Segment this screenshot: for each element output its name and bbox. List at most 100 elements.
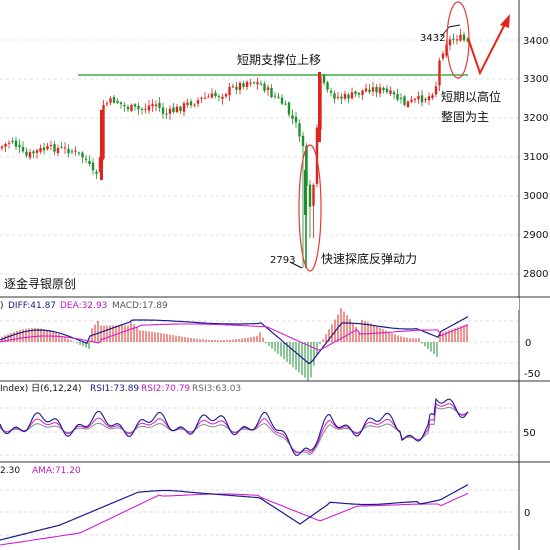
candle-body (100, 110, 103, 180)
candle-body (4, 143, 7, 147)
candle-body (256, 82, 259, 85)
candle-body (109, 98, 112, 103)
candle-body (231, 86, 235, 88)
candle-body (308, 184, 312, 207)
candle-body (305, 145, 308, 187)
candle-body (84, 158, 88, 160)
candle-body (11, 141, 14, 143)
rsi-panel: Index) 日(6,12,24) RSI1:73.89 RSI2:70.79 … (0, 383, 536, 456)
candle-body (21, 146, 25, 152)
main-y-tick: 3300 (523, 74, 548, 85)
forecast-arrow-head (500, 14, 510, 28)
candle-body (49, 144, 53, 146)
candle-body (382, 87, 385, 91)
candle-body (67, 148, 70, 154)
ama-blue-line (0, 484, 469, 541)
candle-body (347, 94, 350, 99)
candle-body (32, 151, 35, 154)
candle-body (242, 83, 245, 87)
candle-body (277, 96, 280, 98)
candle-body (151, 104, 154, 107)
candle-body (70, 151, 74, 153)
low-pointer (289, 261, 303, 269)
candle-body (207, 96, 210, 98)
candle-body (371, 87, 375, 92)
high-price-label: 3432 (420, 33, 445, 44)
candle-body (318, 72, 321, 142)
candle-body (312, 184, 315, 206)
rsi2-line (0, 402, 469, 454)
candle-body (221, 96, 224, 99)
candle-body (133, 104, 137, 107)
candle-body (7, 142, 11, 144)
main-y-axis: 3400 3300 3200 3100 3000 2900 2800 (523, 36, 548, 280)
candle-body (210, 93, 214, 98)
candle-body (287, 102, 291, 115)
candle-body (249, 82, 252, 84)
candle-body (228, 87, 231, 96)
rsi1-label: RSI1:73.89 (90, 384, 139, 394)
candle-body (427, 96, 431, 101)
macd-dea-line (0, 323, 469, 351)
candle-body (350, 92, 354, 99)
rsi-header-prefix: Index) 日(6,12,24) (0, 383, 82, 394)
macd-panel: ) DIFF:41.87 DEA:32.93 MACD:17.89 0 -50 (0, 298, 540, 381)
ama-label: AMA:71.20 (32, 466, 81, 476)
candle-body (140, 108, 144, 110)
candle-body (214, 92, 217, 97)
main-y-tick: 2800 (523, 269, 548, 280)
candle-body (102, 105, 105, 159)
candle-body (354, 91, 357, 94)
candle-body (434, 86, 438, 95)
candle-body (420, 95, 424, 103)
candle-body (438, 60, 441, 86)
candle-body (280, 97, 284, 104)
candle-body (294, 116, 298, 123)
rsi1-line (0, 397, 469, 456)
candle-body (25, 151, 28, 156)
candle-body (154, 104, 158, 107)
macd-header-bg (0, 298, 519, 310)
low-price-label: 2793 (270, 255, 295, 266)
macd-dea-label: DEA:32.93 (60, 301, 107, 311)
candle-body (455, 39, 459, 41)
macd-diff-line (0, 316, 469, 365)
macd-header-prefix: ) (0, 301, 4, 311)
candle-body (284, 103, 287, 105)
candle-body (42, 147, 46, 151)
candle-body (301, 135, 305, 147)
candle-body (343, 93, 347, 99)
candle-body (182, 103, 186, 112)
support-annotation: 短期支撑位上移 (237, 52, 321, 67)
candle-body (452, 38, 455, 40)
rsi2-label: RSI2:70.79 (141, 384, 190, 394)
candle-body (203, 97, 207, 99)
candle-body (63, 147, 67, 149)
candle-body (270, 87, 273, 98)
candle-body (392, 92, 396, 95)
main-y-tick: 2900 (523, 230, 548, 241)
candle-body (459, 34, 462, 41)
candle-body (112, 96, 116, 103)
candle-body (56, 147, 60, 154)
macd-histogram (1, 308, 468, 381)
candle-body (189, 101, 193, 106)
candle-body (14, 140, 18, 147)
candle-body (105, 103, 109, 105)
candle-body (126, 106, 130, 110)
candle-body (196, 100, 200, 104)
candle-body (364, 88, 368, 92)
candle-body (375, 86, 378, 93)
ama-header-prefix: 2.30 (0, 466, 20, 476)
candle-body (399, 97, 403, 99)
candle-body (161, 107, 165, 114)
candle-body (60, 146, 63, 148)
candle-body (0, 146, 4, 149)
candle-body (130, 104, 133, 111)
candle-body (315, 127, 319, 184)
candle-body (252, 82, 256, 84)
candle-body (137, 105, 140, 110)
candle-body (368, 89, 371, 92)
candle-body (172, 107, 175, 113)
